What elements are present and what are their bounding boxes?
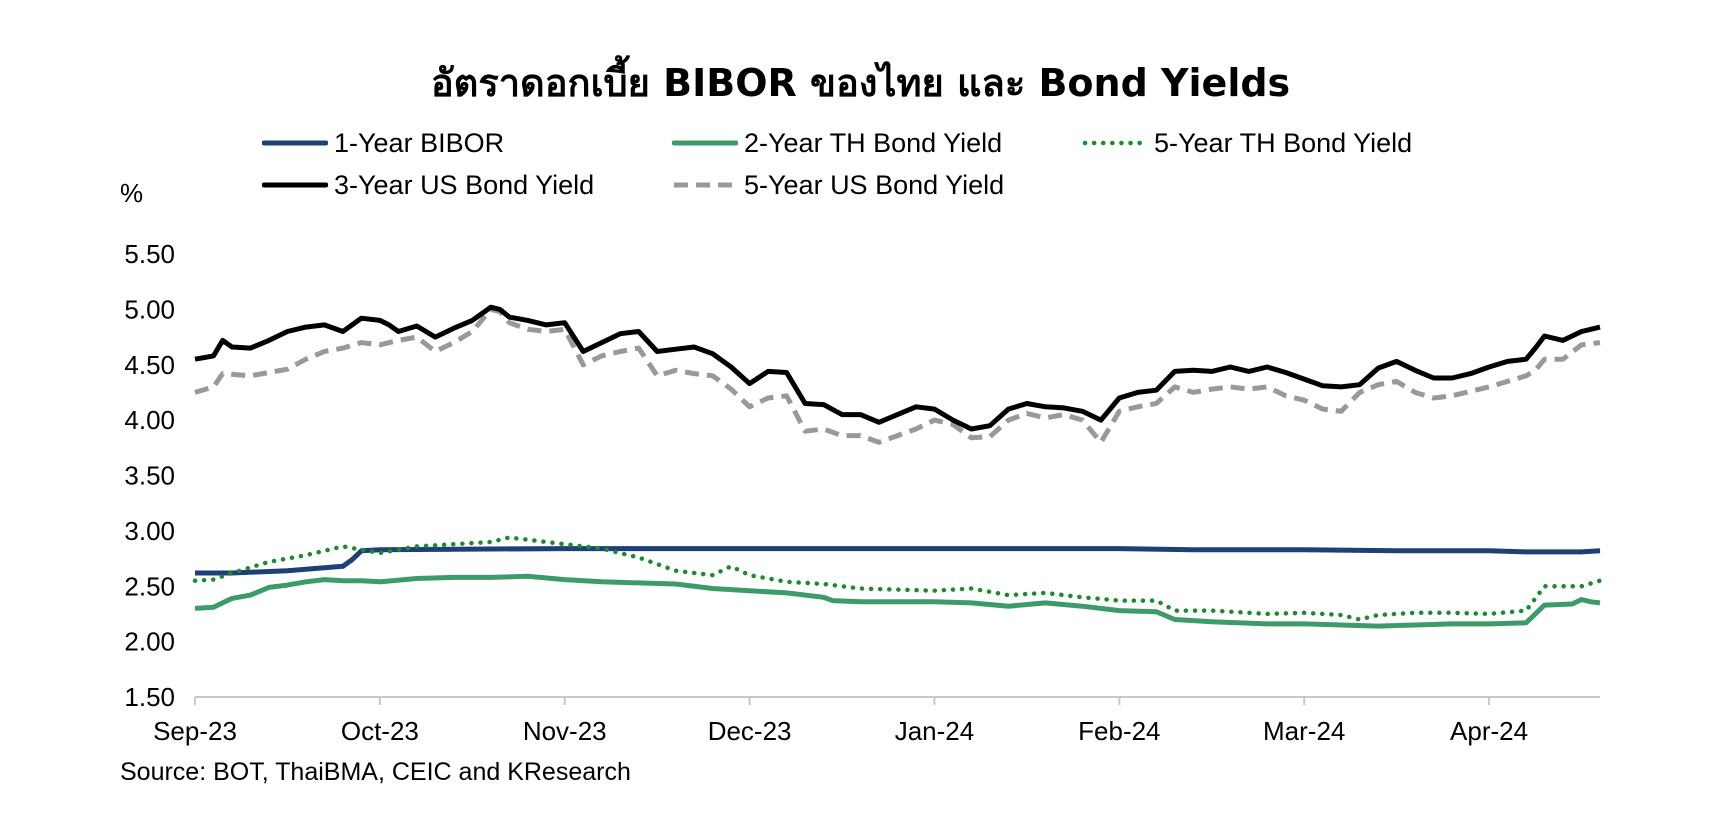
legend-item-3-year-us-bond-yield: 3-Year US Bond Yield (262, 170, 594, 200)
source-note: Source: BOT, ThaiBMA, CEIC and KResearch (120, 758, 631, 786)
legend-label: 3-Year US Bond Yield (334, 169, 595, 200)
x-tick-label: Sep-23 (153, 716, 237, 746)
y-tick-label: 4.50 (124, 350, 175, 380)
legend-swatch-5-year-th-bond-yield (1082, 140, 1148, 146)
series-line-3-year-us-bond-yield (194, 304, 1601, 432)
legend-label: 5-Year TH Bond Yield (1154, 127, 1413, 158)
legend-swatch-5-year-us-bond-yield (674, 182, 736, 188)
x-tick-label: Jan-24 (895, 716, 975, 746)
legend-label: 5-Year US Bond Yield (744, 169, 1005, 200)
x-tick-label: Oct-23 (341, 716, 419, 746)
y-tick-label: 3.50 (124, 461, 175, 491)
legend-swatch-2-year-th-bond-yield (672, 140, 738, 146)
x-tick-label: Feb-24 (1078, 716, 1160, 746)
legend-item-1-year-bibor: 1-Year BIBOR (262, 128, 504, 158)
legend-label: 1-Year BIBOR (334, 127, 505, 158)
x-tick-label: Dec-23 (708, 716, 792, 746)
y-axis-unit-label: % (120, 178, 144, 208)
x-tick-label: Mar-24 (1263, 716, 1345, 746)
y-tick-label: 5.00 (124, 294, 175, 324)
legend-item-5-year-us-bond-yield: 5-Year US Bond Yield (672, 170, 1004, 200)
y-tick-label: 2.00 (124, 627, 175, 657)
y-tick-label: 3.00 (124, 516, 175, 546)
y-tick-label: 5.50 (124, 239, 175, 269)
series-line-1-year-bibor (195, 546, 1601, 576)
y-tick-label: 4.00 (124, 405, 175, 435)
series-line-2-year-th-bond-yield (194, 573, 1601, 629)
legend-label: 2-Year TH Bond Yield (744, 127, 1003, 158)
y-tick-label: 2.50 (124, 571, 175, 601)
x-tick-label: Nov-23 (523, 716, 607, 746)
legend-item-5-year-th-bond-yield: 5-Year TH Bond Yield (1082, 128, 1412, 158)
series-line-5-year-us-bond-yield (194, 306, 1601, 445)
series-line-5-year-th-bond-yield (192, 535, 1603, 622)
legend-item-2-year-th-bond-yield: 2-Year TH Bond Yield (672, 128, 1002, 158)
x-tick-label: Apr-24 (1450, 716, 1528, 746)
chart-title: อัตราดอกเบี้ย BIBOR ของไทย และ Bond Yiel… (430, 61, 1291, 105)
legend-swatch-1-year-bibor (262, 140, 328, 146)
legend-swatch-3-year-us-bond-yield (262, 182, 328, 188)
y-tick-label: 1.50 (124, 682, 175, 712)
